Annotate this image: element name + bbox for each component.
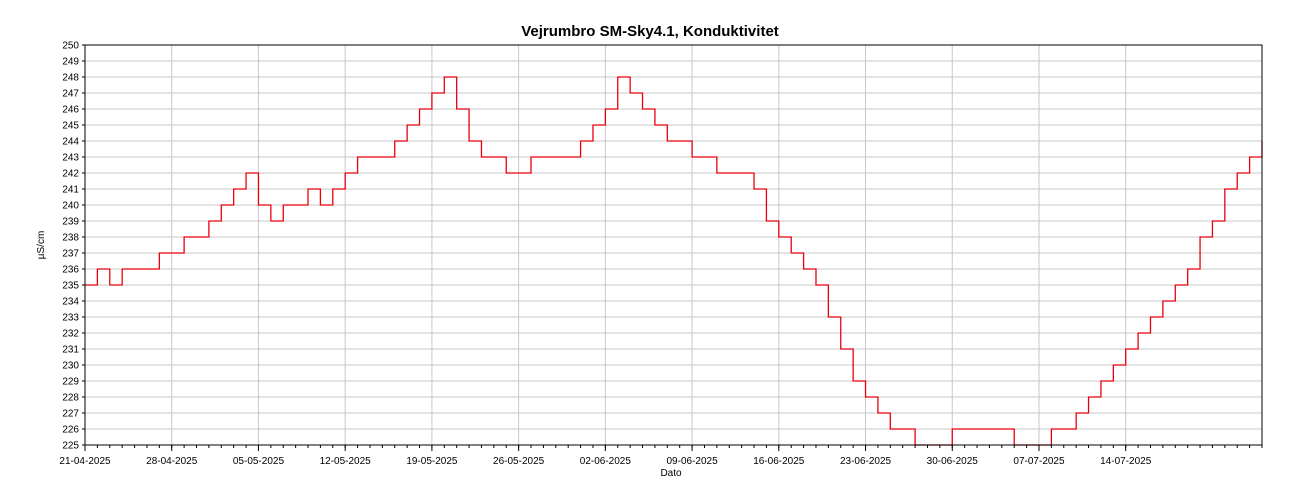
- y-tick-label: 237: [62, 249, 79, 260]
- y-tick-label: 232: [62, 329, 79, 340]
- y-tick-label: 230: [62, 361, 79, 372]
- y-tick-label: 246: [62, 105, 79, 116]
- y-tick-label: 235: [62, 281, 79, 292]
- y-tick-label: 226: [62, 425, 79, 436]
- x-tick-label: 09-06-2025: [667, 456, 719, 467]
- y-tick-label: 244: [62, 137, 79, 148]
- axis-layer: 225 226 227 228 229 230 231 232 233 234 235 236 237 2…: [59, 41, 1263, 467]
- y-tick-label: 234: [62, 297, 79, 308]
- x-tick-label: 12-05-2025: [320, 456, 372, 467]
- y-tick-label: 243: [62, 153, 79, 164]
- chart-title: Vejrumbro SM-Sky4.1, Konduktivitet: [521, 23, 779, 40]
- y-tick-label: 231: [62, 345, 79, 356]
- y-tick-label: 233: [62, 313, 79, 324]
- y-tick-label: 229: [62, 377, 79, 388]
- y-tick-label: 238: [62, 233, 79, 244]
- y-tick-label: 245: [62, 121, 79, 132]
- y-tick-label: 227: [62, 409, 79, 420]
- x-tick-label: 30-06-2025: [927, 456, 979, 467]
- x-tick-label: 02-06-2025: [580, 456, 632, 467]
- y-tick-label: 239: [62, 217, 79, 228]
- x-tick-label: 07-07-2025: [1013, 456, 1065, 467]
- y-tick-label: 247: [62, 89, 79, 100]
- x-tick-label: 16-06-2025: [753, 456, 805, 467]
- plot-layer: [85, 76, 1263, 446]
- y-tick-label: 241: [62, 185, 79, 196]
- plot-frame: [84, 44, 1263, 446]
- y-axis-label: µS/cm: [36, 231, 47, 260]
- x-tick-label: 21-04-2025: [59, 456, 111, 467]
- x-tick-label: 28-04-2025: [146, 456, 198, 467]
- y-tick-label: 240: [62, 201, 79, 212]
- x-tick-label: 19-05-2025: [406, 456, 458, 467]
- y-tick-label: 248: [62, 73, 79, 84]
- grid-layer: [84, 44, 1262, 445]
- y-tick-label: 225: [62, 441, 79, 452]
- x-tick-label: 26-05-2025: [493, 456, 545, 467]
- y-tick-label: 242: [62, 169, 79, 180]
- y-tick-label: 249: [62, 57, 79, 68]
- x-tick-label: 23-06-2025: [840, 456, 892, 467]
- x-tick-label: 05-05-2025: [233, 456, 285, 467]
- x-tick-label: 14-07-2025: [1100, 456, 1152, 467]
- y-tick-label: 236: [62, 265, 79, 276]
- series-line: [85, 76, 1263, 446]
- x-axis-label: Dato: [660, 468, 682, 479]
- y-tick-label: 250: [62, 41, 79, 52]
- y-tick-label: 228: [62, 393, 79, 404]
